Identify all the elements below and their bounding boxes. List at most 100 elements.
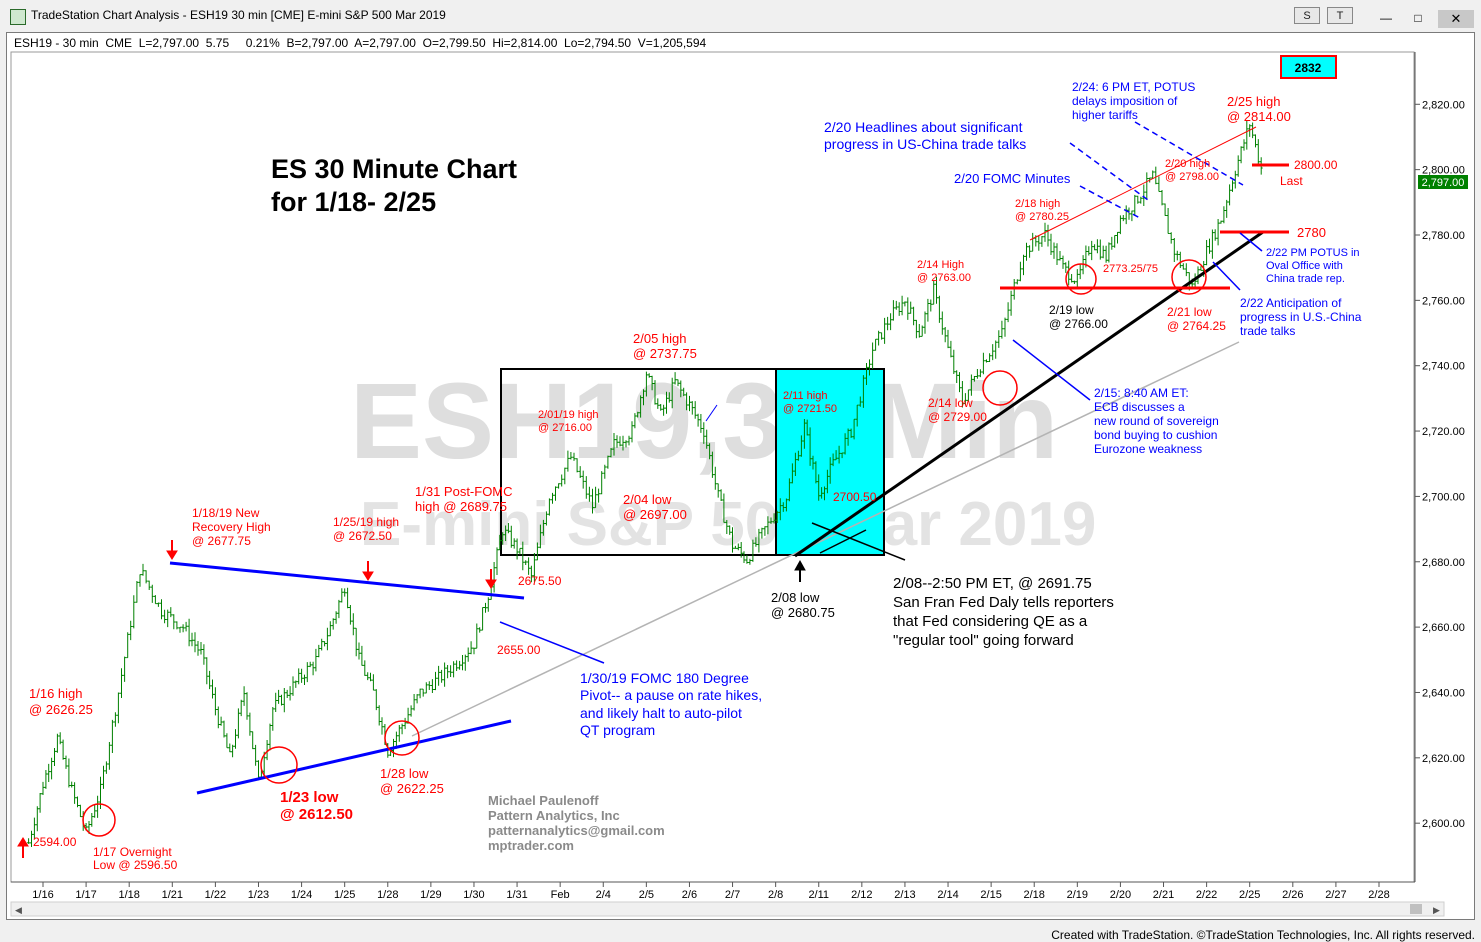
scrollbar-thumb[interactable] <box>1410 904 1422 914</box>
price-bar <box>360 645 364 666</box>
t-dropdown-button[interactable]: T <box>1327 7 1353 24</box>
price-bar <box>357 642 361 660</box>
circle-2-21-low <box>1171 259 1207 295</box>
x-tick-label: 1/18 <box>118 889 139 901</box>
support-trendline <box>196 719 512 795</box>
scroll-left-icon[interactable]: ◀ <box>15 905 22 915</box>
price-bar <box>93 804 97 818</box>
price-bar <box>1067 260 1071 286</box>
price-bar <box>129 620 133 641</box>
price-bar <box>914 319 918 339</box>
label-1-23-low: 1/23 low @ 2612.50 <box>280 789 353 823</box>
x-tick-label: 2/20 <box>1110 889 1131 901</box>
price-bar <box>554 486 557 501</box>
label-2-04-low: 2/04 low @ 2697.00 <box>623 492 687 522</box>
y-tick-label: 2,800.00 <box>1422 165 1465 177</box>
price-bar <box>865 363 868 385</box>
price-bar <box>937 295 941 323</box>
s-dropdown-button[interactable]: S <box>1294 7 1320 24</box>
price-bar <box>1110 236 1114 250</box>
price-bar <box>991 344 995 361</box>
x-tick-label: 1/30 <box>463 889 484 901</box>
price-bar <box>547 498 551 516</box>
price-bar <box>656 398 660 409</box>
label-2-14-low: 2/14 low @ 2729.00 <box>928 396 987 424</box>
price-bar <box>994 340 998 359</box>
price-bar <box>337 599 341 619</box>
price-bar <box>440 669 444 683</box>
label-fomc-pivot: 1/30/19 FOMC 180 Degree Pivot-- a pause o… <box>580 670 762 738</box>
last-price-tag-label: 2,797.00 <box>1422 177 1465 189</box>
price-bar <box>1169 232 1173 244</box>
price-bar <box>1130 210 1134 222</box>
maximize-icon[interactable]: □ <box>1414 11 1422 25</box>
price-bar <box>584 476 588 499</box>
y-tick-label: 2,780.00 <box>1422 230 1465 242</box>
price-bar <box>70 781 74 788</box>
price-bar <box>731 527 734 553</box>
minimize-icon[interactable]: — <box>1380 11 1392 25</box>
price-bar <box>498 534 502 551</box>
price-bar <box>61 739 65 760</box>
price-bar <box>1070 274 1074 283</box>
price-bar <box>946 329 950 349</box>
price-bar <box>1233 170 1237 189</box>
price-bar <box>699 414 703 433</box>
price-bar <box>239 699 243 717</box>
price-bar <box>271 707 275 731</box>
price-bar <box>50 757 54 780</box>
price-bar <box>923 311 927 334</box>
x-tick-label: 2/14 <box>937 889 958 901</box>
price-bar <box>348 605 352 625</box>
x-tick-label: 1/21 <box>162 889 183 901</box>
label-2780: 2780 <box>1297 225 1326 240</box>
price-bar <box>889 313 893 331</box>
label-2-05-high: 2/05 high @ 2737.75 <box>633 331 697 361</box>
price-bar <box>1127 207 1131 220</box>
price-bar <box>733 545 737 549</box>
price-bar <box>891 300 895 321</box>
price-bar <box>190 632 194 647</box>
price-bar <box>639 395 643 418</box>
price-bar <box>492 562 496 593</box>
x-tick-label: 1/16 <box>32 889 53 901</box>
price-bar <box>458 660 462 670</box>
price-bar <box>409 705 413 717</box>
price-bar <box>690 401 694 415</box>
price-bar <box>667 392 671 403</box>
ohlc-bars <box>27 120 1263 847</box>
price-bar <box>636 411 640 418</box>
price-bar <box>1095 239 1099 254</box>
scroll-right-icon[interactable]: ▶ <box>1433 905 1440 915</box>
price-bar <box>380 717 384 735</box>
x-tick-label: Feb <box>551 889 570 901</box>
price-bar <box>600 471 604 495</box>
x-tick-label: 2/28 <box>1368 889 1389 901</box>
price-bar <box>624 440 628 448</box>
price-bar <box>673 372 677 385</box>
horizontal-scrollbar[interactable] <box>10 901 1445 917</box>
price-bar <box>572 452 576 461</box>
x-axis-ticks: 1/16 1/17 1/18 1/21 1/22 1/23 1/24 1/25 1/28 1/29… <box>32 882 1390 901</box>
price-bar <box>960 381 964 408</box>
close-icon[interactable]: ✕ <box>1438 10 1474 28</box>
price-bar <box>518 547 522 555</box>
price-bar <box>1256 139 1260 165</box>
price-bar <box>627 435 631 446</box>
price-bar <box>1087 246 1091 256</box>
price-bar <box>578 466 582 478</box>
price-bar <box>524 560 528 565</box>
price-bar <box>855 404 859 427</box>
price-bar <box>430 679 434 693</box>
price-bar <box>30 830 33 847</box>
price-bar <box>41 781 45 795</box>
price-bar <box>334 611 338 624</box>
price-bar <box>331 618 335 630</box>
price-bar <box>1216 219 1220 246</box>
price-bar <box>478 627 482 633</box>
price-bar <box>415 694 419 704</box>
price-bar <box>719 489 723 501</box>
price-bar <box>184 621 188 632</box>
price-bar <box>311 661 315 676</box>
